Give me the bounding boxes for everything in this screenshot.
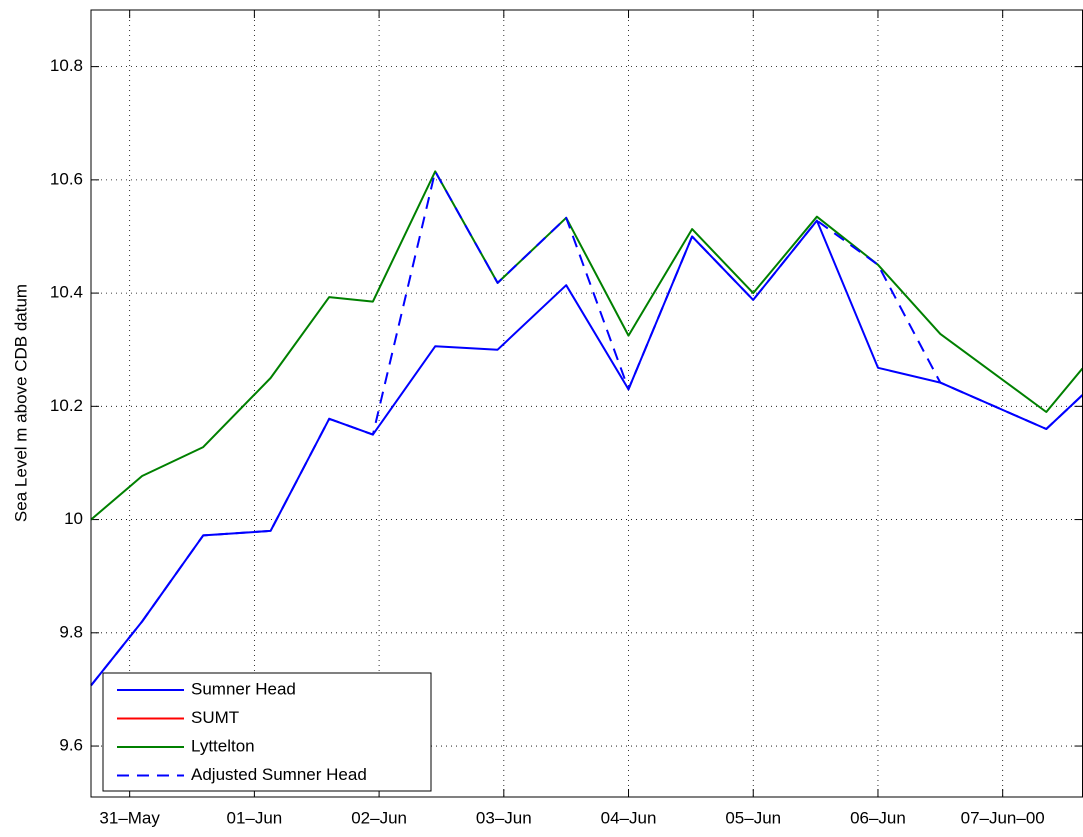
y-tick-label: 10.4 xyxy=(50,283,83,302)
legend-label: Lyttelton xyxy=(191,736,255,755)
legend-box xyxy=(102,672,432,792)
x-tick-label: 07–Jun–00 xyxy=(961,808,1045,827)
legend-label: Sumner Head xyxy=(191,679,296,698)
y-tick-label: 10.6 xyxy=(50,169,83,188)
y-tick-label: 10.8 xyxy=(50,56,83,75)
legend-label: Adjusted Sumner Head xyxy=(191,765,367,784)
x-tick-label: 05–Jun xyxy=(725,808,781,827)
x-tick-label: 01–Jun xyxy=(226,808,282,827)
legend-label: SUMT xyxy=(191,708,239,727)
y-tick-label: 9.8 xyxy=(59,622,83,641)
x-tick-label: 04–Jun xyxy=(601,808,657,827)
x-tick-label: 03–Jun xyxy=(476,808,532,827)
x-tick-label: 06–Jun xyxy=(850,808,906,827)
legend: Sumner Head SUMT Lyttelton Adjusted Sumner … xyxy=(102,672,432,792)
y-tick-label: 10 xyxy=(64,509,83,528)
y-tick-label: 9.6 xyxy=(59,736,83,755)
series-line xyxy=(90,170,1083,687)
y-axis-label: Sea Level m above CDB datum xyxy=(11,284,30,522)
series-line xyxy=(90,219,1083,687)
y-tick-label: 10.2 xyxy=(50,396,83,415)
x-tick-label: 31–May xyxy=(99,808,160,827)
x-tick-label: 02–Jun xyxy=(351,808,407,827)
